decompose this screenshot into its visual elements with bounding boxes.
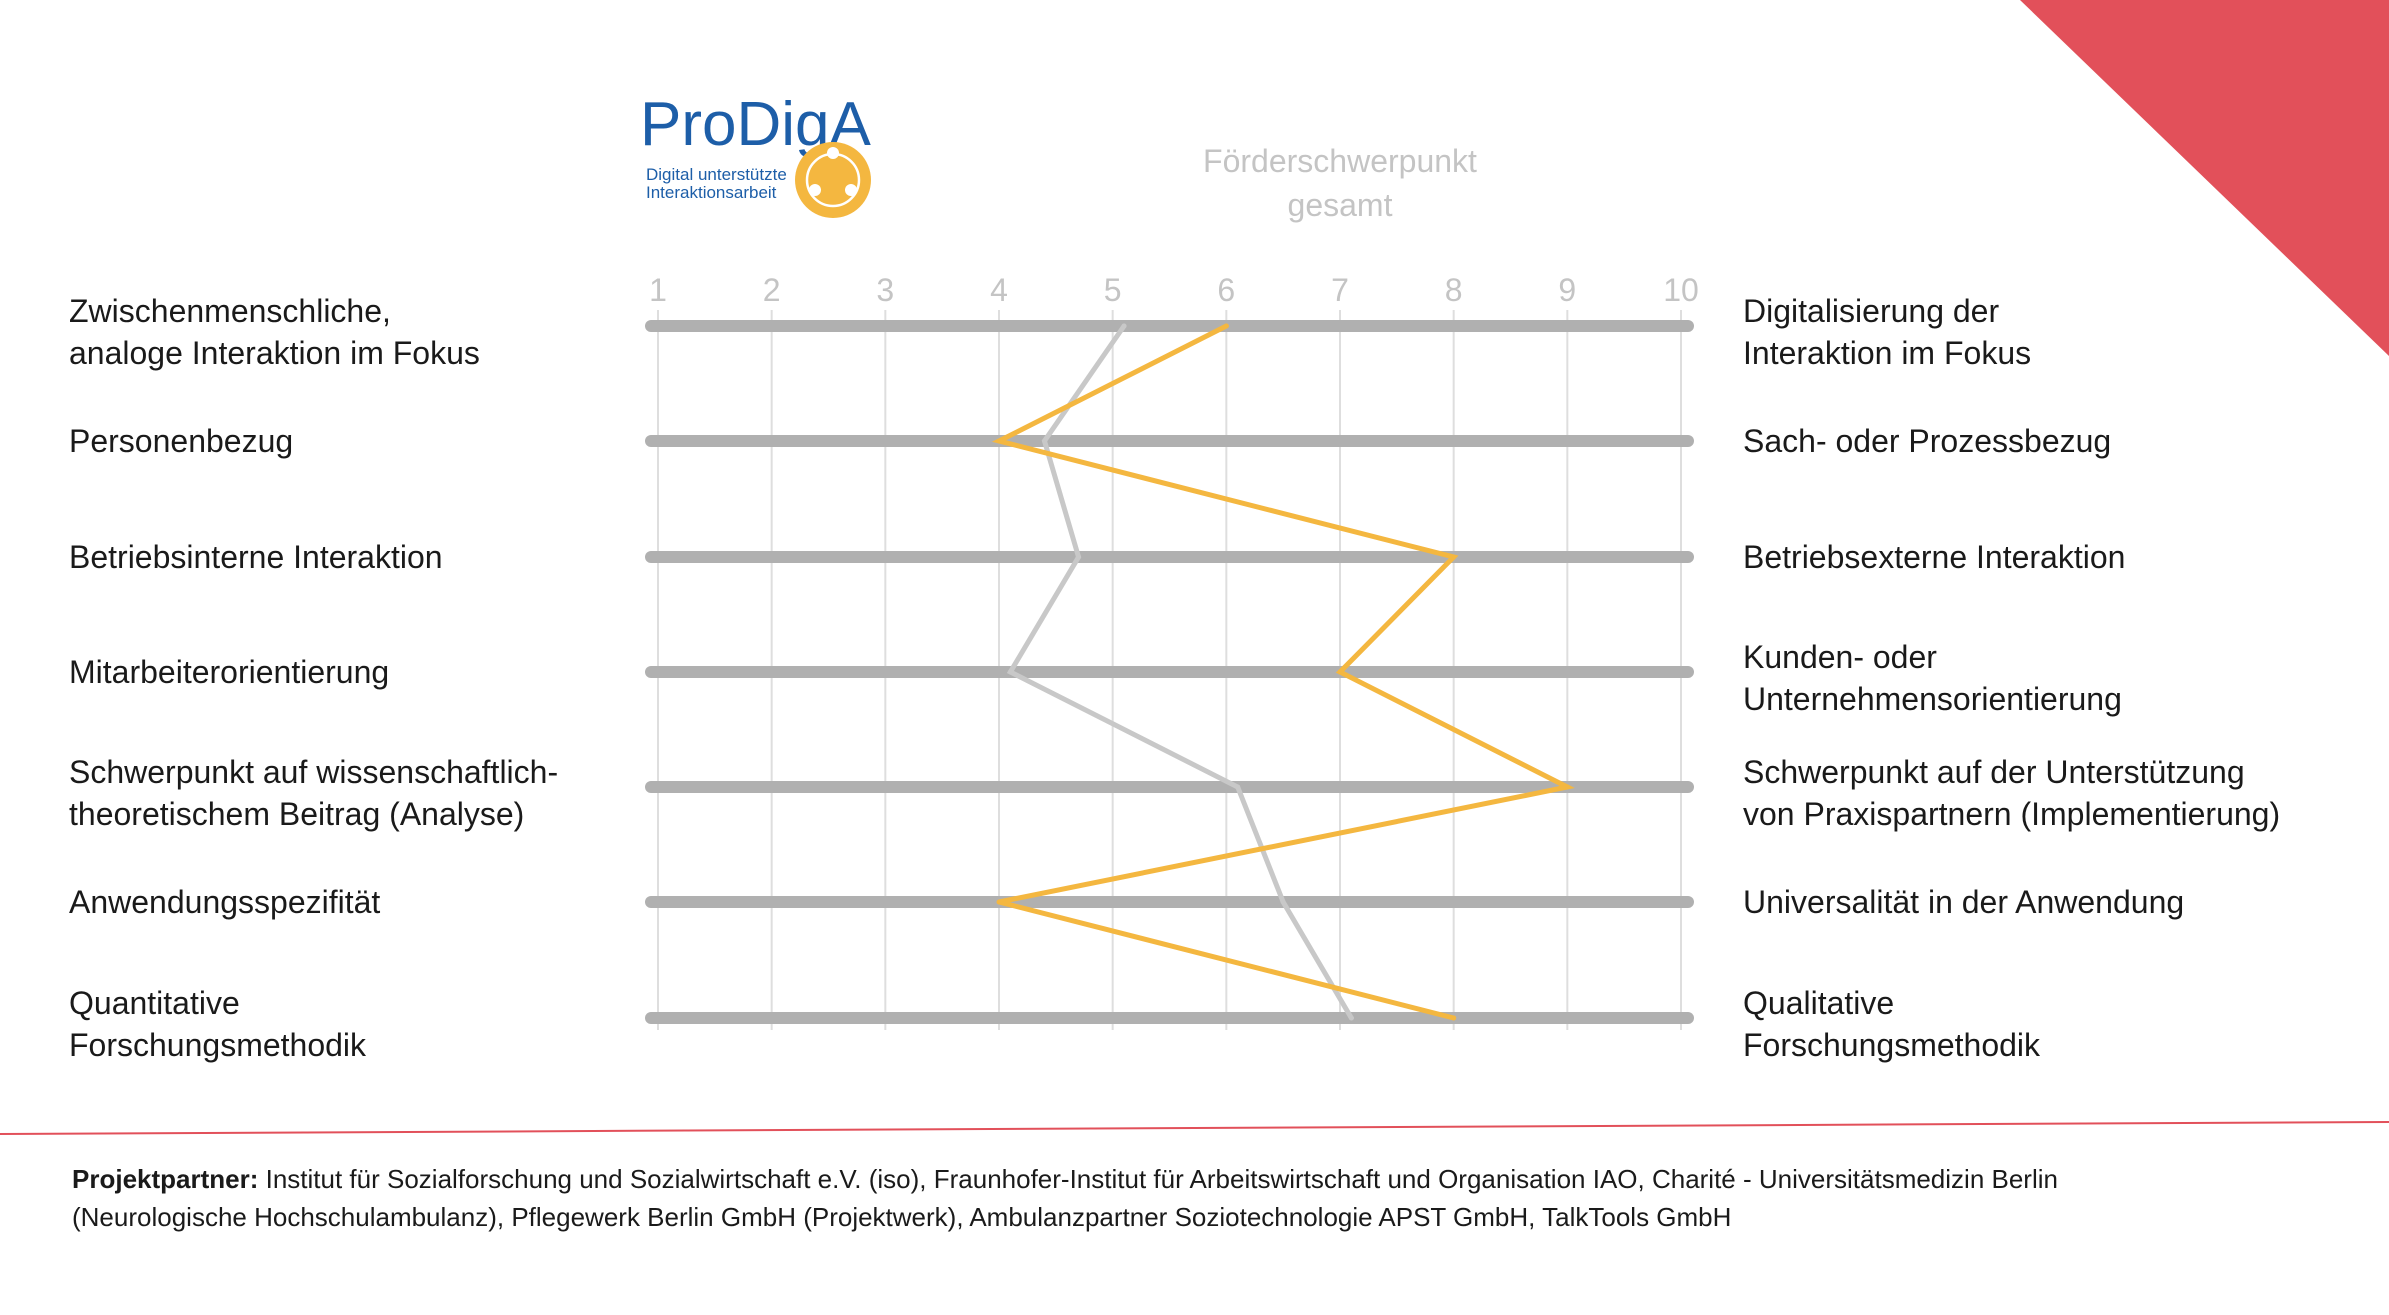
tick-label-1: 1 <box>649 272 667 308</box>
footer-line-2: (Neurologische Hochschulambulanz), Pfleg… <box>72 1202 1732 1232</box>
series-2-point-1 <box>1121 323 1127 329</box>
left-label-5-line-2: theoretischem Beitrag (Analyse) <box>69 796 524 832</box>
series-1-point-6 <box>996 899 1002 905</box>
series-1-point-4 <box>1337 669 1343 675</box>
series-2-point-4 <box>1007 669 1013 675</box>
left-label-7-line-1: Quantitative <box>69 985 240 1021</box>
left-label-1-line-2: analoge Interaktion im Fokus <box>69 335 480 371</box>
series-lines <box>991 323 1575 1021</box>
series-1-point-1 <box>1223 323 1229 329</box>
series-2-point-6 <box>1280 899 1286 905</box>
logo-people-icon <box>795 142 871 218</box>
right-label-5-line-1: Schwerpunkt auf der Unterstützung <box>1743 754 2245 790</box>
right-label-1-line-2: Interaktion im Fokus <box>1743 335 2031 371</box>
left-label-5-line-1: Schwerpunkt auf wissenschaftlich- <box>69 754 558 790</box>
corner-triangle <box>2020 0 2389 356</box>
tick-label-10: 10 <box>1663 272 1699 308</box>
tick-label-3: 3 <box>876 272 894 308</box>
left-label-4-line-1: Mitarbeiterorientierung <box>69 654 389 690</box>
right-label-6-line-1: Universalität in der Anwendung <box>1743 884 2184 920</box>
footer-text-1: Institut für Sozialforschung und Sozialw… <box>258 1164 2058 1194</box>
tick-label-2: 2 <box>763 272 781 308</box>
chart-title-line-1: Förderschwerpunkt <box>1203 143 1477 179</box>
tick-label-7: 7 <box>1331 272 1349 308</box>
tick-label-9: 9 <box>1558 272 1576 308</box>
series-1-point-3 <box>1451 554 1457 560</box>
chart-title-line-2: gesamt <box>1288 187 1393 223</box>
project-partners: Projektpartner: Institut für Sozialforsc… <box>72 1160 2322 1236</box>
divider-line <box>0 1121 2389 1135</box>
left-label-6-line-1: Anwendungsspezifität <box>69 884 380 920</box>
logo: ProDigA Digital unterstützte Interaktion… <box>640 90 872 218</box>
right-label-7-line-1: Qualitative <box>1743 985 1894 1021</box>
series-1-point-2 <box>996 438 1002 444</box>
left-label-2-line-1: Personenbezug <box>69 423 293 459</box>
series-1-point-5 <box>1564 784 1570 790</box>
tick-label-5: 5 <box>1104 272 1122 308</box>
series-2-point-7 <box>1348 1015 1354 1021</box>
left-label-1-line-1: Zwischenmenschliche, <box>69 293 391 329</box>
right-label-7-line-2: Forschungsmethodik <box>1743 1027 2041 1063</box>
logo-tagline-1: Digital unterstützte <box>646 165 787 184</box>
left-label-3-line-1: Betriebsinterne Interaktion <box>69 539 443 575</box>
series-1-point-7 <box>1451 1015 1457 1021</box>
right-label-2-line-1: Sach- oder Prozessbezug <box>1743 423 2111 459</box>
footer-label: Projektpartner: <box>72 1164 259 1194</box>
tick-label-8: 8 <box>1445 272 1463 308</box>
row-labels: Zwischenmenschliche, analoge Interaktion … <box>69 293 2280 1063</box>
row-bars <box>645 320 1694 1024</box>
right-label-4-line-1: Kunden- oder <box>1743 639 1937 675</box>
right-label-4-line-2: Unternehmensorientierung <box>1743 681 2122 717</box>
series-2-point-3 <box>1076 554 1082 560</box>
right-label-3-line-1: Betriebsexterne Interaktion <box>1743 539 2125 575</box>
footer-line-1: Projektpartner: Institut für Sozialforsc… <box>72 1160 2322 1198</box>
logo-tagline-2: Interaktionsarbeit <box>646 183 777 202</box>
tick-label-6: 6 <box>1217 272 1235 308</box>
left-label-7-line-2: Forschungsmethodik <box>69 1027 367 1063</box>
tick-labels: 1 2 3 4 5 6 7 8 9 10 <box>649 272 1699 308</box>
right-label-5-line-2: von Praxispartnern (Implementierung) <box>1743 796 2280 832</box>
series-2-point-5 <box>1235 784 1241 790</box>
series-2-point-2 <box>1041 438 1047 444</box>
tick-label-4: 4 <box>990 272 1008 308</box>
right-label-1-line-1: Digitalisierung der <box>1743 293 1999 329</box>
